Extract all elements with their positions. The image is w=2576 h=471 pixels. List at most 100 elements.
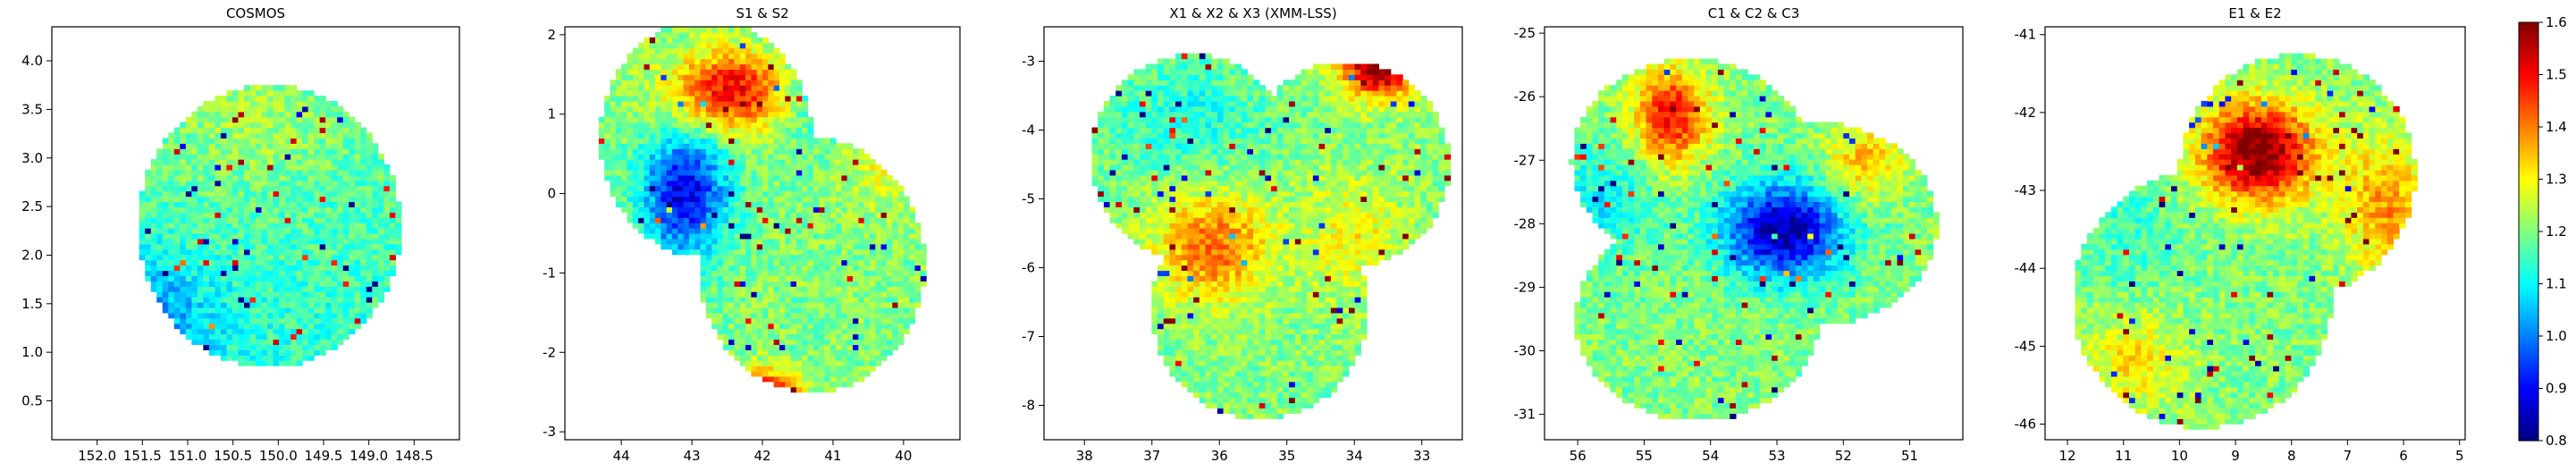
heatmap-cell — [903, 302, 910, 308]
heatmap-cell — [273, 328, 280, 335]
heatmap-cell — [220, 96, 228, 102]
heatmap-cell — [238, 96, 245, 102]
heatmap-cell — [892, 323, 899, 330]
heatmap-cell — [150, 180, 157, 187]
heatmap-cell — [1343, 366, 1350, 372]
heatmap-cell — [1318, 344, 1326, 350]
heatmap-cell — [180, 196, 187, 203]
heatmap-cell — [325, 223, 333, 229]
heatmap-cell — [296, 360, 303, 366]
heatmap-cell — [168, 302, 175, 308]
heatmap-cell — [728, 228, 736, 234]
heatmap-cell — [705, 254, 712, 261]
heatmap-cell — [627, 212, 634, 218]
heatmap-cell — [342, 291, 349, 298]
heatmap-cell — [751, 116, 758, 123]
heatmap-cell — [208, 138, 215, 144]
heatmap-cell — [395, 243, 402, 250]
heatmap-cell — [722, 275, 729, 282]
heatmap-cell — [185, 164, 192, 171]
heatmap-cell — [256, 275, 263, 282]
heatmap-cell — [342, 317, 349, 324]
heatmap-cell — [610, 122, 617, 129]
heatmap-cell — [296, 190, 303, 198]
heatmap-cell — [180, 291, 187, 298]
heatmap-cell — [1216, 375, 1225, 383]
y-tick-label: 2.0 — [21, 247, 43, 263]
heatmap-cell — [812, 286, 820, 292]
heatmap-cell — [779, 360, 786, 366]
heatmap-cell — [354, 286, 361, 292]
heatmap-cell — [745, 206, 752, 213]
heatmap-cell — [683, 196, 690, 203]
heatmap-cell — [273, 323, 280, 330]
heatmap-cell — [220, 212, 228, 218]
heatmap-cell — [695, 69, 702, 75]
heatmap-cell — [1158, 349, 1165, 356]
heatmap-cell — [296, 355, 303, 361]
heatmap-cell — [162, 307, 169, 314]
heatmap-cell — [909, 317, 916, 324]
heatmap-cell — [644, 154, 651, 160]
heatmap-cell — [226, 100, 233, 107]
heatmap-cell — [745, 174, 752, 181]
heatmap-cell — [1199, 333, 1207, 341]
heatmap-cell — [671, 228, 678, 234]
heatmap-cell — [655, 164, 661, 171]
heatmap-cell — [768, 217, 775, 223]
heatmap-cell — [256, 201, 263, 207]
heatmap-cell — [1312, 366, 1320, 372]
heatmap-cell — [734, 270, 741, 276]
heatmap-cell — [688, 223, 695, 229]
heatmap-cell — [695, 248, 702, 256]
heatmap-cell — [1199, 375, 1207, 383]
heatmap-cell — [279, 105, 286, 113]
heatmap-cell — [886, 233, 893, 240]
heatmap-cell — [1325, 386, 1332, 393]
heatmap-cell — [238, 259, 245, 266]
heatmap-cell — [717, 27, 724, 33]
heatmap-cell — [1336, 375, 1343, 383]
heatmap-cell — [1289, 391, 1296, 399]
heatmap-cell — [173, 164, 181, 171]
heatmap-cell — [644, 96, 651, 102]
heatmap-cell — [145, 174, 152, 181]
heatmap-cell — [215, 307, 222, 314]
heatmap-cell — [661, 243, 668, 250]
heatmap-cell — [1211, 328, 1218, 335]
heatmap-cell — [1169, 349, 1176, 356]
heatmap-cell — [302, 164, 309, 171]
heatmap-cell — [238, 243, 245, 250]
heatmap-cell — [812, 328, 820, 335]
heatmap-cell — [279, 223, 286, 229]
heatmap-cell — [331, 275, 338, 282]
heatmap-cell — [307, 317, 315, 324]
heatmap-cell — [180, 317, 187, 324]
heatmap-cell — [296, 281, 303, 287]
heatmap-cell — [168, 159, 175, 165]
heatmap-cell — [1229, 360, 1236, 366]
heatmap-cell — [632, 53, 639, 60]
heatmap-cell — [284, 190, 291, 198]
heatmap-cell — [284, 270, 291, 276]
heatmap-cell — [756, 281, 763, 287]
heatmap-cell — [302, 281, 309, 287]
heatmap-cell — [168, 148, 175, 155]
heatmap-cell — [180, 248, 187, 256]
heatmap-cell — [734, 228, 741, 234]
heatmap-cell — [395, 228, 402, 234]
heatmap-cell — [232, 243, 240, 250]
heatmap-cell — [853, 248, 859, 256]
heatmap-cell — [875, 333, 882, 341]
heatmap-cell — [897, 297, 905, 303]
heatmap-cell — [215, 344, 222, 350]
heatmap-cell — [875, 169, 882, 176]
heatmap-cell — [836, 254, 842, 261]
heatmap-cell — [1175, 349, 1183, 356]
heatmap-cell — [249, 111, 257, 118]
heatmap-cell — [1205, 402, 1212, 409]
heatmap-cell — [156, 159, 164, 165]
heatmap-cell — [678, 233, 685, 240]
heatmap-cell — [249, 174, 257, 181]
heatmap-cell — [678, 42, 685, 49]
